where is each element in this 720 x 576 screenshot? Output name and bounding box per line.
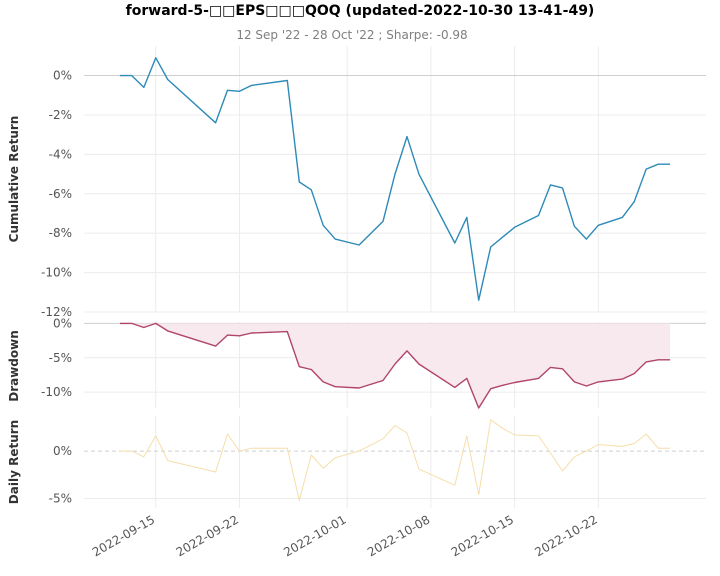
ylabel-daily: Daily Return (7, 420, 21, 504)
ytick-cumulative-1: -2% (49, 108, 72, 122)
yticks-drawdown: 0% -5% -10% (41, 316, 72, 399)
x-axis-ticks: 2022-09-15 2022-09-22 2022-10-01 2022-10-08… (90, 512, 600, 559)
ytick-cumulative-6: -12% (41, 305, 72, 319)
line-cumulative (119, 57, 671, 301)
xtick-1: 2022-09-22 (174, 512, 241, 559)
chart-title: forward-5-□□EPS□□□QOQ (updated-2022-10-3… (126, 3, 595, 19)
line-drawdown (119, 322, 671, 409)
xtick-2: 2022-10-01 (281, 512, 348, 559)
ytick-drawdown-2: -10% (41, 385, 72, 399)
ytick-daily-0: 0% (53, 444, 72, 458)
series-daily (119, 419, 671, 501)
xtick-3: 2022-10-08 (365, 512, 432, 559)
ytick-cumulative-0: 0% (53, 69, 72, 83)
grid-cumulative (84, 46, 706, 313)
xtick-0: 2022-09-15 (90, 512, 157, 559)
yticks-daily: 0% -5% (49, 444, 72, 505)
panel-cumulative: 0% -2% -4% -6% -8% -10% -12% Cumulative Return (7, 46, 706, 319)
ytick-cumulative-5: -10% (41, 266, 72, 280)
series-cumulative (119, 57, 671, 301)
ytick-drawdown-0: 0% (53, 316, 72, 330)
ytick-cumulative-2: -4% (49, 147, 72, 161)
ytick-cumulative-3: -6% (49, 187, 72, 201)
line-daily (119, 419, 671, 501)
xtick-4: 2022-10-15 (449, 512, 516, 559)
xtick-5: 2022-10-22 (532, 512, 599, 559)
panel-drawdown: 0% -5% -10% Drawdown (7, 316, 706, 409)
ytick-drawdown-1: -5% (49, 351, 72, 365)
yticks-cumulative: 0% -2% -4% -6% -8% -10% -12% (41, 69, 72, 319)
chart-subtitle: 12 Sep '22 - 28 Oct '22 ; Sharpe: -0.98 (236, 28, 467, 42)
ylabel-drawdown: Drawdown (7, 330, 21, 402)
panel-daily: 0% -5% Daily Return (7, 416, 706, 508)
series-drawdown (119, 322, 671, 409)
ylabel-cumulative: Cumulative Return (7, 116, 21, 243)
area-drawdown (119, 323, 671, 408)
ytick-daily-1: -5% (49, 492, 72, 506)
grid-daily (84, 416, 706, 508)
ytick-cumulative-4: -8% (49, 226, 72, 240)
